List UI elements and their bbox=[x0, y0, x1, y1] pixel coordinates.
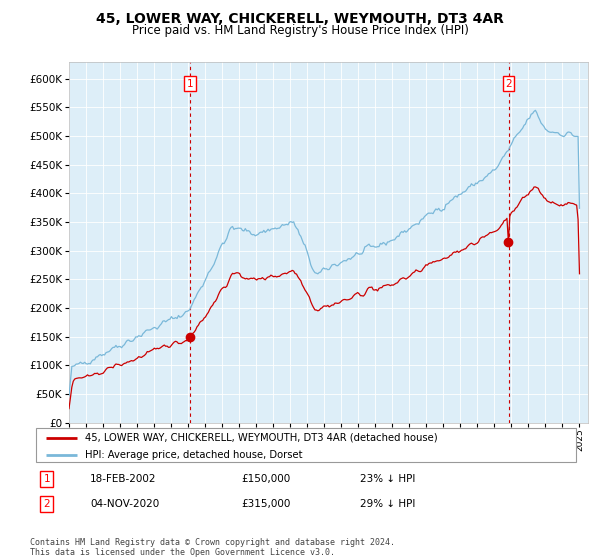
Text: 2: 2 bbox=[43, 499, 50, 509]
Text: 18-FEB-2002: 18-FEB-2002 bbox=[90, 474, 157, 484]
Text: 04-NOV-2020: 04-NOV-2020 bbox=[90, 499, 159, 509]
Text: 23% ↓ HPI: 23% ↓ HPI bbox=[360, 474, 415, 484]
Text: HPI: Average price, detached house, Dorset: HPI: Average price, detached house, Dors… bbox=[85, 450, 302, 460]
Text: 45, LOWER WAY, CHICKERELL, WEYMOUTH, DT3 4AR: 45, LOWER WAY, CHICKERELL, WEYMOUTH, DT3… bbox=[96, 12, 504, 26]
Text: Contains HM Land Registry data © Crown copyright and database right 2024.
This d: Contains HM Land Registry data © Crown c… bbox=[30, 538, 395, 557]
Text: 1: 1 bbox=[187, 79, 193, 89]
Text: £150,000: £150,000 bbox=[241, 474, 290, 484]
Text: 2: 2 bbox=[505, 79, 512, 89]
Text: Price paid vs. HM Land Registry's House Price Index (HPI): Price paid vs. HM Land Registry's House … bbox=[131, 24, 469, 37]
Text: £315,000: £315,000 bbox=[241, 499, 290, 509]
Text: 29% ↓ HPI: 29% ↓ HPI bbox=[360, 499, 415, 509]
Text: 1: 1 bbox=[43, 474, 50, 484]
Text: 45, LOWER WAY, CHICKERELL, WEYMOUTH, DT3 4AR (detached house): 45, LOWER WAY, CHICKERELL, WEYMOUTH, DT3… bbox=[85, 433, 437, 443]
FancyBboxPatch shape bbox=[36, 428, 576, 462]
